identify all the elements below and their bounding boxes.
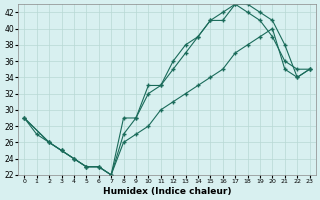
X-axis label: Humidex (Indice chaleur): Humidex (Indice chaleur) — [103, 187, 231, 196]
